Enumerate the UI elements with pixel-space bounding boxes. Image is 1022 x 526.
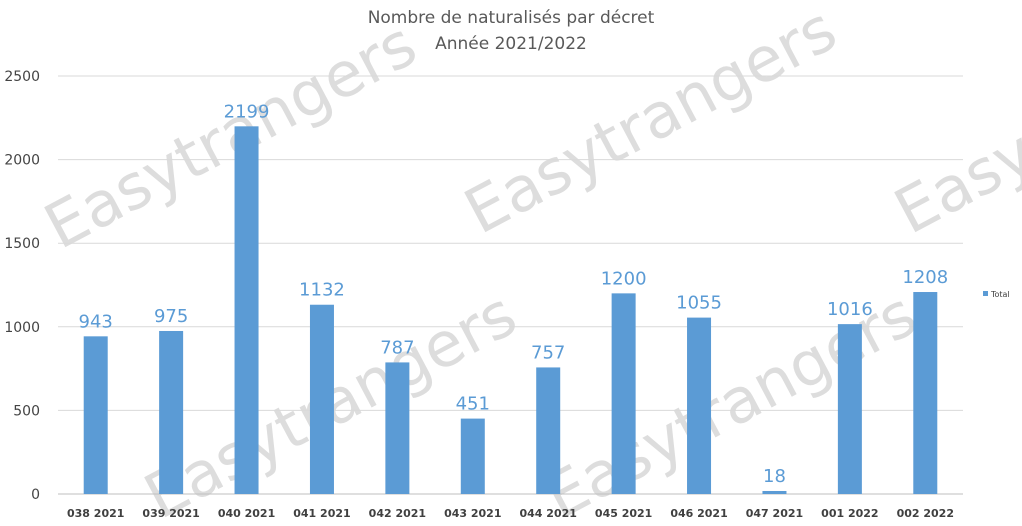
y-tick-label: 500 [13, 403, 40, 419]
bar-1 [159, 330, 184, 494]
data-label-10: 1016 [827, 299, 873, 320]
data-label-2: 2199 [224, 101, 270, 122]
x-tick-label: 046 2021 [670, 507, 727, 520]
bar-9 [762, 490, 787, 494]
chart-title: Nombre de naturalisés par décret [368, 8, 655, 28]
bar-5 [460, 418, 485, 494]
data-label-11: 1208 [902, 267, 948, 288]
data-label-9: 18 [763, 466, 786, 487]
bar-11 [913, 292, 938, 494]
data-label-5: 451 [456, 394, 490, 415]
x-tick-label: 040 2021 [218, 507, 275, 520]
y-tick-label: 1000 [4, 320, 40, 336]
legend-swatch-total [983, 291, 988, 296]
data-label-1: 975 [154, 306, 188, 327]
y-tick-label: 1500 [4, 236, 40, 252]
x-tick-label: 043 2021 [444, 507, 501, 520]
watermark-2: Easytrangers [883, 0, 1022, 248]
x-tick-label: 039 2021 [142, 507, 199, 520]
data-label-4: 787 [380, 337, 414, 358]
y-tick-label: 0 [31, 487, 40, 503]
bar-6 [536, 367, 561, 494]
data-label-3: 1132 [299, 280, 345, 301]
x-tick-label: 001 2022 [821, 507, 878, 520]
data-label-8: 1055 [676, 293, 722, 314]
bar-0 [83, 336, 108, 494]
y-tick-label: 2500 [4, 69, 40, 85]
x-tick-label: 045 2021 [595, 507, 652, 520]
x-tick-label: 002 2022 [897, 507, 954, 520]
bar-3 [309, 304, 334, 494]
legend: Total [983, 290, 1010, 299]
data-labels: 943 975 2199 1132 787 451 757 1200 1055 18 1016 120… [79, 101, 949, 487]
gridlines [58, 75, 963, 495]
bar-10 [837, 324, 862, 494]
data-label-0: 943 [79, 311, 113, 332]
x-tick-label: 044 2021 [520, 507, 577, 520]
bar-4 [385, 362, 410, 494]
x-axis: 038 2021 039 2021 040 2021 041 2021 042 2021… [67, 507, 954, 520]
x-tick-label: 038 2021 [67, 507, 124, 520]
x-tick-label: 041 2021 [293, 507, 350, 520]
bar-2 [234, 126, 259, 494]
x-tick-label: 047 2021 [746, 507, 803, 520]
bar-8 [687, 317, 712, 494]
bars [83, 126, 938, 494]
chart-subtitle: Année 2021/2022 [435, 34, 587, 54]
x-tick-label: 042 2021 [369, 507, 426, 520]
y-tick-label: 2000 [4, 153, 40, 169]
data-label-7: 1200 [601, 268, 647, 289]
bar-7 [611, 293, 636, 494]
y-axis: 0 500 1000 1500 2000 2500 [4, 69, 40, 503]
watermark-0: Easytrangers [33, 7, 428, 263]
data-label-6: 757 [531, 342, 565, 363]
legend-label-total: Total [990, 290, 1010, 299]
